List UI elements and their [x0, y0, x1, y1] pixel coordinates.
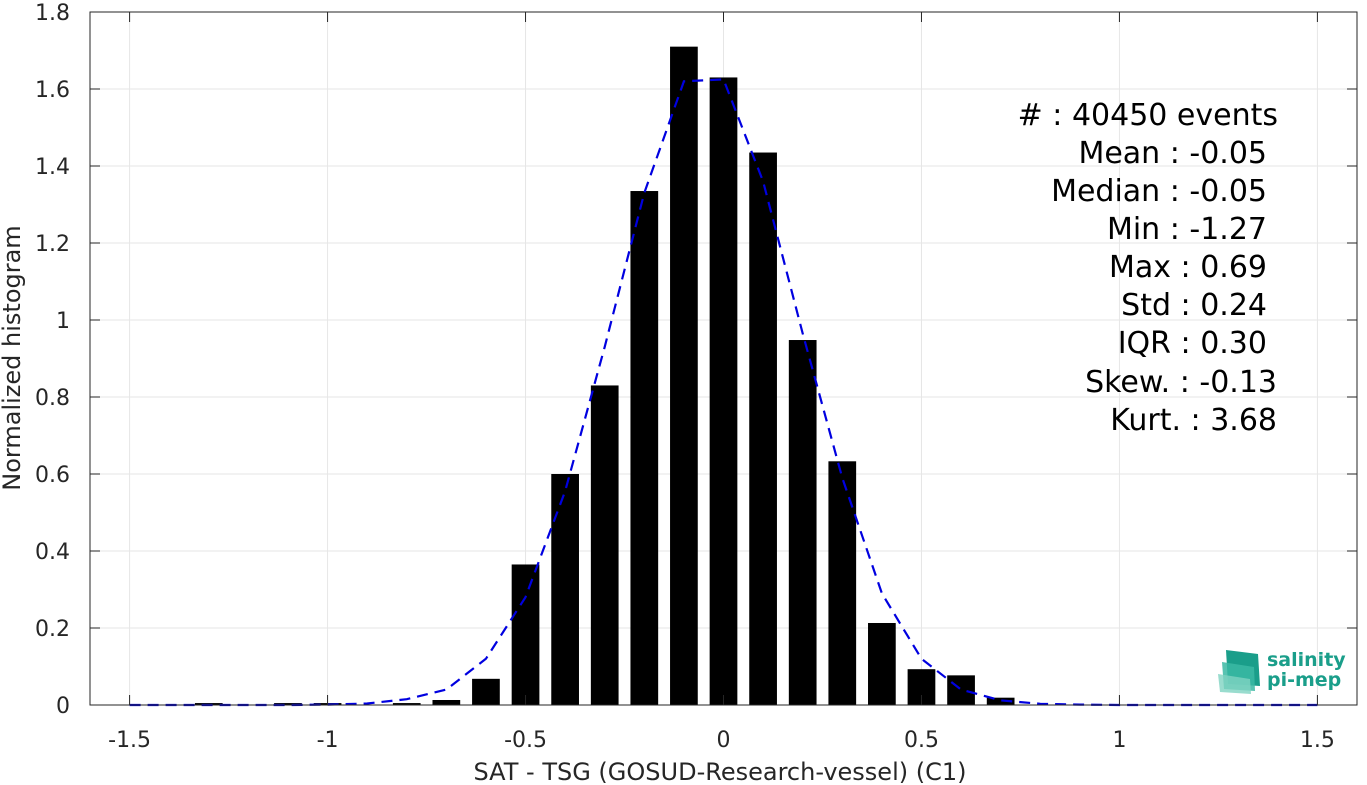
- x-tick-label: 1: [1112, 728, 1126, 753]
- histogram-bar: [472, 678, 500, 705]
- histogram-bar: [511, 564, 540, 705]
- stat-max: Max : 0.69: [1109, 250, 1267, 285]
- histogram-bar: [630, 191, 659, 705]
- stat-std: Std : 0.24: [1121, 288, 1267, 323]
- histogram-bar: [709, 77, 738, 705]
- x-tick-label: -0.5: [504, 728, 547, 753]
- y-tick-label: 0: [56, 694, 70, 719]
- x-tick-label: -1: [317, 728, 339, 753]
- y-axis-label: Normalized histogram: [0, 225, 26, 490]
- histogram-bar: [432, 699, 461, 705]
- y-tick-label: 0.2: [35, 617, 70, 642]
- y-tick-label: 1.2: [35, 232, 70, 257]
- axis-ticks: [90, 11, 1357, 706]
- histogram-bar: [590, 385, 619, 705]
- logo-text-pi-mep: pi-mep: [1267, 669, 1341, 691]
- stat-mean: Mean : -0.05: [1078, 136, 1267, 171]
- histogram-bar: [947, 675, 975, 705]
- statistics-annotation: # : 40450 events Mean : -0.05 Median : -…: [1018, 98, 1278, 438]
- stat-median: Median : -0.05: [1051, 174, 1267, 209]
- y-tick-label: 1.4: [35, 155, 70, 180]
- x-axis-label: SAT - TSG (GOSUD-Research-vessel) (C1): [474, 758, 967, 785]
- x-tick-label: 0.5: [904, 728, 939, 753]
- histogram-bar: [670, 46, 698, 705]
- histogram-bar: [986, 697, 1015, 705]
- stat-events: # : 40450 events: [1018, 98, 1278, 133]
- y-tick-label: 0.6: [35, 463, 70, 488]
- histogram-bar: [274, 703, 302, 705]
- stat-iqr: IQR : 0.30: [1118, 326, 1267, 361]
- x-tick-label: 0: [717, 728, 731, 753]
- stat-skewness: Skew. : -0.13: [1085, 365, 1277, 400]
- y-tick-label: 0.4: [35, 540, 70, 565]
- stat-min: Min : -1.27: [1107, 212, 1267, 247]
- histogram-bar: [788, 340, 817, 705]
- y-tick-label: 1.8: [35, 1, 70, 26]
- y-tick-label: 1: [56, 309, 70, 334]
- y-tick-labels: 0 0.2 0.4 0.6 0.8 1 1.2 1.4 1.6 1.8: [35, 1, 70, 719]
- bars: [194, 46, 1015, 705]
- x-tick-label: -1.5: [108, 728, 151, 753]
- histogram-bar: [551, 474, 579, 705]
- histogram-bar: [868, 622, 896, 705]
- x-tick-label: 1.5: [1300, 728, 1335, 753]
- logo-text-salinity: salinity: [1267, 649, 1346, 671]
- histogram-bar: [392, 703, 421, 705]
- wave-logo-icon: [1218, 650, 1260, 694]
- histogram-bar: [828, 461, 857, 705]
- y-tick-label: 0.8: [35, 386, 70, 411]
- stat-kurtosis: Kurt. : 3.68: [1110, 403, 1277, 438]
- x-tick-labels: -1.5 -1 -0.5 0 0.5 1 1.5: [108, 728, 1335, 753]
- salinity-pi-mep-logo: salinity pi-mep: [1218, 649, 1346, 694]
- y-tick-label: 1.6: [35, 78, 70, 103]
- histogram-bar: [749, 152, 777, 705]
